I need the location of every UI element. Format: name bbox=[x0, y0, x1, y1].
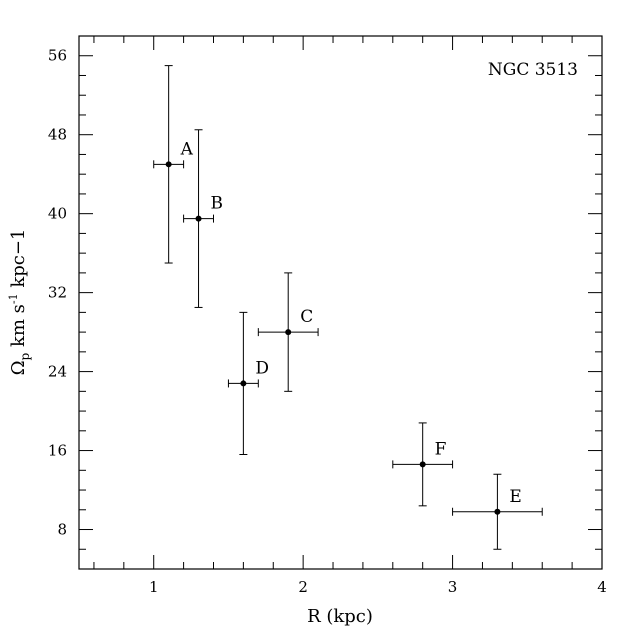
plot-frame bbox=[78, 35, 603, 570]
y-axis-label-tail: kpc−1 bbox=[8, 229, 29, 294]
y-axis-label-base: Ω bbox=[8, 360, 29, 375]
y-axis-label: Ωp km s-1 kpc−1 bbox=[7, 229, 32, 376]
point-label: F bbox=[435, 439, 447, 459]
y-axis-label-base-sub: p bbox=[18, 352, 32, 360]
data-point-E: E bbox=[452, 473, 543, 550]
y-tick-label: 24 bbox=[48, 363, 67, 381]
chart-title: NGC 3513 bbox=[488, 60, 578, 80]
y-tick-label: 56 bbox=[48, 47, 67, 65]
y-tick-label: 8 bbox=[57, 521, 67, 539]
y-axis-label-exponent: -1 bbox=[7, 293, 20, 304]
x-tick-label: 1 bbox=[149, 578, 159, 596]
point-marker bbox=[165, 161, 172, 168]
point-marker bbox=[494, 508, 501, 515]
minor-ticks bbox=[79, 35, 602, 570]
y-tick-label: 40 bbox=[48, 205, 67, 223]
y-tick-label: 48 bbox=[48, 126, 67, 144]
point-label: A bbox=[180, 139, 194, 159]
x-tick-label: 3 bbox=[448, 578, 458, 596]
point-label: D bbox=[255, 358, 269, 378]
data-point-C: C bbox=[257, 272, 319, 392]
x-tick-label: 2 bbox=[298, 578, 308, 596]
point-marker bbox=[195, 215, 202, 222]
x-tick-label: 4 bbox=[597, 578, 607, 596]
major-ticks bbox=[79, 36, 603, 569]
data-point-A: A bbox=[153, 65, 194, 264]
data-point-D: D bbox=[227, 311, 269, 456]
x-axis-label: R (kpc) bbox=[307, 606, 373, 627]
x-tick-labels: 1 2 3 4 bbox=[149, 578, 607, 596]
y-axis-label-middle: km s bbox=[8, 304, 29, 353]
y-tick-labels: 8 16 24 32 40 48 56 bbox=[48, 47, 67, 539]
data-points: A B D C F E bbox=[153, 65, 543, 550]
y-tick-label: 32 bbox=[48, 284, 67, 302]
point-label: E bbox=[509, 487, 521, 507]
point-label: B bbox=[211, 194, 224, 214]
data-point-F: F bbox=[392, 422, 454, 507]
data-point-B: B bbox=[183, 129, 224, 308]
point-label: C bbox=[300, 307, 313, 327]
point-marker bbox=[285, 329, 292, 336]
point-marker bbox=[240, 380, 247, 387]
point-marker bbox=[419, 461, 426, 468]
y-tick-label: 16 bbox=[48, 442, 67, 460]
